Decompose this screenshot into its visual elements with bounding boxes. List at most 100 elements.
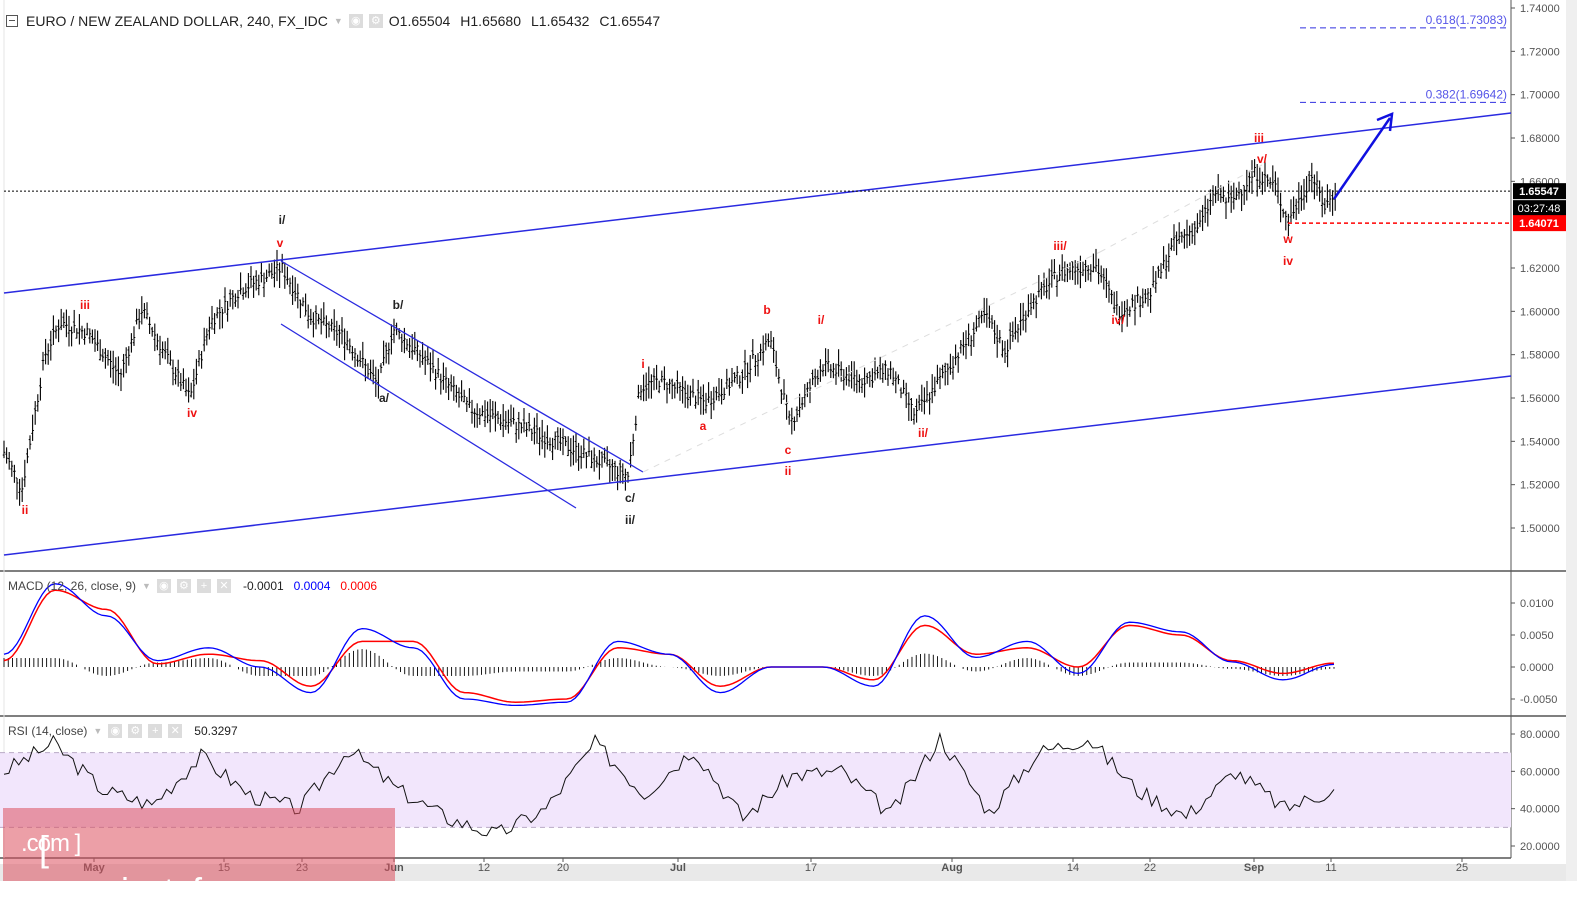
watermark-suffix: .com ] bbox=[21, 830, 81, 857]
macd-line bbox=[3, 583, 1335, 707]
time-label: Sep bbox=[1244, 862, 1264, 874]
fib-level-label: 0.618(1.73083) bbox=[1426, 13, 1507, 27]
upper-channel-line bbox=[3, 112, 1512, 294]
rsi-title[interactable]: RSI (14, close) bbox=[8, 724, 88, 738]
price-tick-label: 1.74000 bbox=[1520, 3, 1560, 15]
macd-legend: MACD (12, 26, close, 9) ▼ ◉ ⚙ + ✕ -0.000… bbox=[8, 579, 377, 593]
price-tick-label: 1.58000 bbox=[1520, 350, 1560, 362]
macd-line-value: 0.0004 bbox=[293, 579, 331, 593]
lower-channel-line bbox=[3, 375, 1512, 556]
gear-icon[interactable]: ⚙ bbox=[176, 579, 191, 593]
countdown-badge bbox=[1513, 200, 1566, 217]
close-icon[interactable]: ✕ bbox=[168, 724, 183, 738]
wave-label: iv bbox=[187, 406, 197, 420]
arrow-head-icon bbox=[1376, 112, 1394, 132]
time-label: 12 bbox=[478, 862, 490, 874]
ohlc-low: L1.65432 bbox=[531, 13, 590, 29]
macd-tick-label: 0.0100 bbox=[1520, 598, 1554, 610]
price-tick-label: 1.52000 bbox=[1520, 480, 1560, 492]
price-tick-label: 1.54000 bbox=[1520, 436, 1560, 448]
price-tick-label: 1.50000 bbox=[1520, 523, 1560, 535]
rsi-tick-label: 20.0000 bbox=[1520, 841, 1560, 853]
time-label: 11 bbox=[1325, 862, 1336, 874]
time-label: Jul bbox=[670, 862, 686, 874]
time-label: 25 bbox=[1456, 862, 1468, 874]
rsi-tick-label: 40.0000 bbox=[1520, 804, 1560, 816]
gear-icon[interactable]: ⚙ bbox=[128, 724, 143, 738]
background bbox=[0, 0, 1577, 881]
rsi-value: 50.3297 bbox=[194, 724, 238, 738]
price-tick-label: 1.70000 bbox=[1520, 90, 1560, 102]
rsi-tick-label: 80.0000 bbox=[1520, 729, 1560, 741]
wave-label: v bbox=[277, 236, 284, 250]
gear-icon[interactable]: ⚙ bbox=[368, 14, 383, 28]
collapse-icon[interactable] bbox=[6, 15, 18, 27]
plus-icon[interactable]: + bbox=[148, 724, 163, 738]
stop-level-badge bbox=[1513, 215, 1566, 232]
projection-line bbox=[642, 251, 1101, 473]
wave-label: c/ bbox=[625, 491, 636, 505]
price-tick-label: 1.68000 bbox=[1520, 133, 1560, 145]
chevron-down-icon[interactable]: ▼ bbox=[142, 581, 151, 591]
macd-signal-value: 0.0006 bbox=[340, 579, 378, 593]
wave-label: i/ bbox=[818, 313, 825, 327]
wave-label: ii bbox=[785, 464, 792, 478]
correction-channel-lower bbox=[280, 323, 577, 509]
time-label: Aug bbox=[941, 862, 962, 874]
rsi-line bbox=[3, 731, 1335, 837]
wave-label: w bbox=[1282, 232, 1293, 246]
wave-label: iii bbox=[1254, 131, 1264, 145]
time-label: 17 bbox=[805, 862, 817, 874]
plus-icon[interactable]: + bbox=[196, 579, 211, 593]
price-bars bbox=[2, 158, 1337, 506]
rsi-tick-label: 60.0000 bbox=[1520, 766, 1560, 778]
wave-label: a bbox=[700, 419, 707, 433]
close-icon[interactable]: ✕ bbox=[216, 579, 231, 593]
macd-tick-label: 0.0050 bbox=[1520, 630, 1554, 642]
last-price-badge bbox=[1513, 183, 1566, 200]
chevron-down-icon[interactable]: ▼ bbox=[93, 726, 103, 736]
wave-label: iv bbox=[1283, 254, 1293, 268]
price-tick-label: 1.62000 bbox=[1520, 263, 1560, 275]
ohlc-open: O1.65504 bbox=[388, 13, 451, 29]
macd-tick-label: 0.0000 bbox=[1520, 662, 1554, 674]
eye-icon[interactable]: ◉ bbox=[108, 724, 123, 738]
wave-label: v/ bbox=[1257, 152, 1268, 166]
wave-label: ii/ bbox=[918, 426, 929, 440]
time-label: 20 bbox=[557, 862, 569, 874]
wave-label: ii bbox=[22, 503, 29, 517]
wave-label: iii/ bbox=[1053, 239, 1067, 253]
wave-label: i/ bbox=[279, 213, 286, 227]
wave-label: iii bbox=[80, 298, 90, 312]
wave-label: c bbox=[785, 443, 792, 457]
ohlc-close: C1.65547 bbox=[599, 13, 661, 29]
main-legend: EURO / NEW ZEALAND DOLLAR, 240, FX_IDC ▼… bbox=[6, 13, 660, 29]
correction-channel-upper bbox=[280, 260, 644, 473]
watermark: [ www.instaforex .com ] bbox=[3, 808, 395, 911]
symbol-title[interactable]: EURO / NEW ZEALAND DOLLAR, 240, FX_IDC bbox=[26, 13, 328, 29]
macd-title[interactable]: MACD (12, 26, close, 9) bbox=[8, 579, 137, 593]
countdown-label: 03:27:48 bbox=[1518, 203, 1561, 215]
stop-level-label: 1.64071 bbox=[1519, 218, 1559, 230]
macd-hist-value: -0.0001 bbox=[242, 579, 284, 593]
eye-icon[interactable]: ◉ bbox=[348, 14, 363, 28]
right-scrollbar[interactable] bbox=[1566, 0, 1577, 881]
price-tick-label: 1.60000 bbox=[1520, 306, 1560, 318]
ohlc-high: H1.65680 bbox=[460, 13, 521, 29]
wave-label: ii/ bbox=[625, 513, 636, 527]
fib-level-label: 0.382(1.69642) bbox=[1426, 87, 1507, 101]
chart-root: 1.74000 1.72000 1.70000 1.68000 1.66000 1.620… bbox=[0, 0, 1577, 881]
wave-label: i bbox=[641, 357, 644, 371]
time-label: 14 bbox=[1067, 862, 1079, 874]
time-label: 22 bbox=[1144, 862, 1156, 874]
price-tick-label: 1.56000 bbox=[1520, 393, 1560, 405]
forecast-arrow bbox=[1332, 117, 1392, 200]
eye-icon[interactable]: ◉ bbox=[156, 579, 171, 593]
wave-label: b/ bbox=[393, 298, 404, 312]
macd-histogram bbox=[3, 649, 1335, 676]
chart-canvas[interactable]: 1.740001.720001.700001.680001.660001.620… bbox=[0, 0, 1577, 881]
chevron-down-icon[interactable]: ▼ bbox=[333, 16, 343, 26]
rsi-legend: RSI (14, close) ▼ ◉ ⚙ + ✕ 50.3297 bbox=[8, 724, 238, 738]
wave-label: a/ bbox=[379, 391, 390, 405]
last-price-label: 1.65547 bbox=[1519, 186, 1559, 198]
